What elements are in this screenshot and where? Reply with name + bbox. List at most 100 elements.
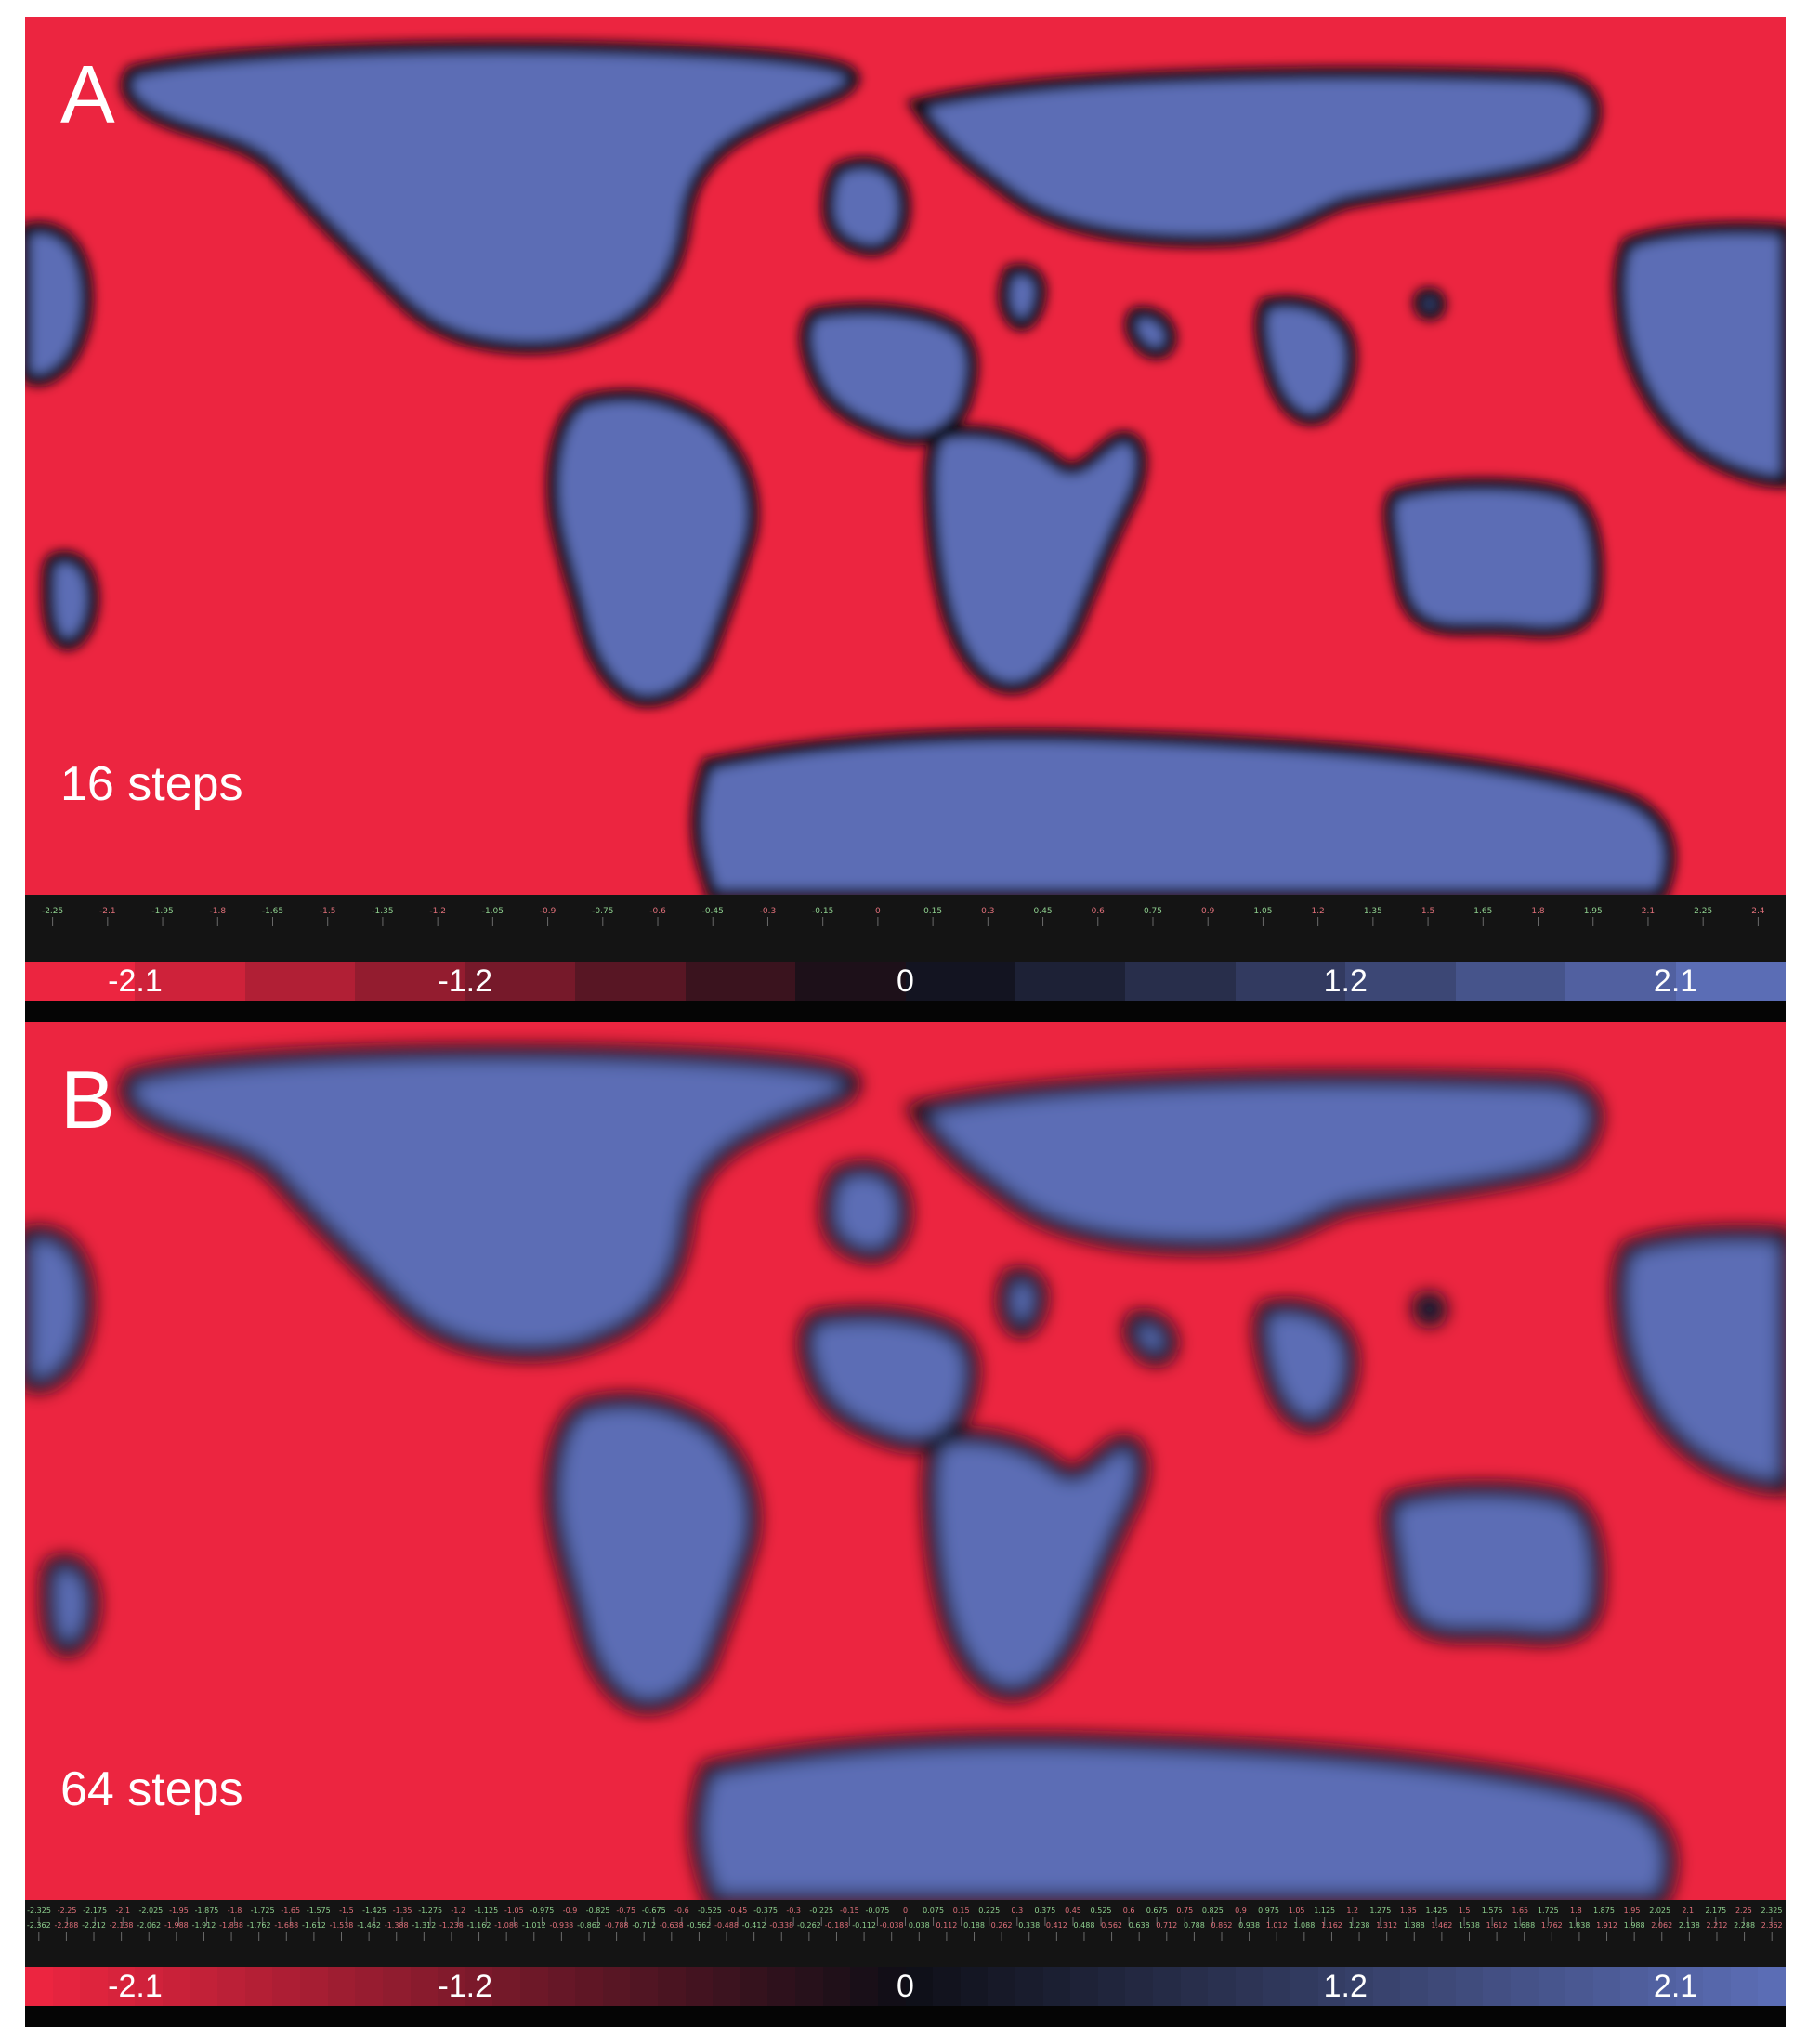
tick-label: 1.2 (1346, 1906, 1358, 1915)
colorbar-segment (1510, 1967, 1539, 2006)
tick-label: 1.2 (1311, 907, 1324, 916)
colorbar-segment (1042, 1967, 1071, 2006)
landmass-small-island-3 (1411, 1291, 1447, 1327)
tick-label: -1.875 (195, 1906, 219, 1915)
tick-label: 2.25 (1735, 1906, 1752, 1915)
tick-label: 0 (903, 1906, 908, 1915)
colorbar-segment (163, 1967, 190, 2006)
colorbar-segment (1455, 962, 1566, 1001)
colorbar-label: -1.2 (438, 1969, 493, 2004)
colorbar-label: -2.1 (108, 963, 163, 999)
tick-label: 0.338 (1018, 1921, 1040, 1930)
tick-label: 0.412 (1046, 1921, 1067, 1930)
colorbar-segment (960, 1967, 989, 2006)
tick-label: -1.575 (307, 1906, 331, 1915)
colorbar-segment (1015, 1967, 1043, 2006)
tick-label: 2.1 (1642, 907, 1655, 916)
colorbar-segment (1290, 1967, 1318, 2006)
map-panel-b: B 64 steps (25, 1022, 1786, 1900)
tick-label: 0.562 (1101, 1921, 1122, 1930)
tick-label: -2.212 (82, 1921, 106, 1930)
panel-a: A 16 steps -2.25 -2.1 -1.95 -1.8 -1.65 -1.5 -1… (25, 17, 1786, 1022)
colorbar-segment (933, 1967, 961, 2006)
landmass-africa (923, 1429, 1148, 1700)
tick-label: -1.275 (418, 1906, 442, 1915)
colorbar-segment (1125, 962, 1236, 1001)
tick-label: -0.488 (714, 1921, 739, 1930)
tick-label: 0.525 (1091, 1906, 1112, 1915)
tick-label: -0.525 (698, 1906, 722, 1915)
panel-b: B 64 steps -2.325 -2.25 -2.175 -2.1 -2.025 -1… (25, 1022, 1786, 2027)
tick-label: 1.425 (1426, 1906, 1447, 1915)
tick-label: -0.225 (809, 1906, 833, 1915)
landmass-antarctica (691, 728, 1676, 895)
colorbar-segment (602, 1967, 631, 2006)
tick-label: -1.688 (274, 1921, 298, 1930)
world-map-a (25, 17, 1786, 895)
landmass-small-island-2 (1123, 1311, 1178, 1366)
landmass-west-edge-bottom (40, 1554, 100, 1657)
tick-label: 1.35 (1364, 907, 1382, 916)
tick-scale-svg-b: -2.325 -2.25 -2.175 -2.1 -2.025 -1.95 -1.875 -1… (27, 1906, 1783, 1941)
tick-label: -1.8 (228, 1906, 242, 1915)
tick-label: 2.362 (1761, 1921, 1783, 1930)
tick-label: -1.95 (151, 907, 173, 916)
colorbar-segment (410, 1967, 439, 2006)
colorbar-segment (658, 1967, 686, 2006)
tick-label: -1.65 (262, 907, 283, 916)
tick-label: -0.862 (577, 1921, 601, 1930)
tick-label: 2.288 (1734, 1921, 1755, 1930)
colorbar-segment (685, 962, 796, 1001)
colorbar-segment (795, 1967, 823, 2006)
tick-label: 1.312 (1376, 1921, 1397, 1930)
tick-label: 0.675 (1146, 1906, 1168, 1915)
colorbar-segment (877, 1967, 906, 2006)
black-strip (25, 1001, 1786, 1022)
colorbar-segment (575, 962, 686, 1001)
colorbar-segment (217, 1967, 245, 2006)
tick-label: -2.138 (110, 1921, 134, 1930)
tick-label: -1.088 (494, 1921, 518, 1930)
landmass-small-island-1 (997, 1268, 1048, 1337)
colorbar-segment (244, 1967, 273, 2006)
tick-label: 1.5 (1421, 907, 1434, 916)
tick-label: 0.15 (923, 907, 942, 916)
landmass-india-blob (1254, 295, 1357, 426)
landmass-south-america (545, 1394, 760, 1713)
tick-label: 0.825 (1202, 1906, 1224, 1915)
tick-label: 1.912 (1596, 1921, 1617, 1930)
tick-label: -1.35 (393, 1906, 412, 1915)
tick-label: 0.788 (1184, 1921, 1205, 1930)
tick-label: -1.612 (302, 1921, 326, 1930)
tick-label: 1.838 (1568, 1921, 1590, 1930)
colorbar-segment (80, 1967, 108, 2006)
tick-scale-a: -2.25 -2.1 -1.95 -1.8 -1.65 -1.5 -1.35 -1.2 -1.0… (25, 895, 1786, 962)
tick-label: -1.012 (522, 1921, 546, 1930)
tick-label: 1.65 (1512, 1906, 1528, 1915)
tick-label: -0.562 (687, 1921, 712, 1930)
tick-label: -1.762 (247, 1921, 271, 1930)
tick-label: -0.188 (825, 1921, 849, 1930)
landmass-australia (1382, 1482, 1604, 1644)
steps-label: 16 steps (60, 757, 243, 811)
colorbar-segment (492, 1967, 520, 2006)
colorbar-segment (1400, 1967, 1429, 2006)
colorbar-segment (1455, 1967, 1484, 2006)
tick-label: 1.575 (1482, 1906, 1503, 1915)
colorbar-b (25, 1967, 1786, 2006)
landmass-small-island-2 (1124, 307, 1177, 360)
tick-label: -1.2 (429, 907, 446, 916)
landmass-north-america (121, 40, 859, 354)
tick-label: -0.375 (753, 1906, 778, 1915)
tick-label: 0.3 (1011, 1906, 1023, 1915)
tick-label: 1.5 (1459, 1906, 1471, 1915)
colorbar-segment (1152, 1967, 1181, 2006)
tick-label: 1.275 (1369, 1906, 1391, 1915)
tick-label: -1.35 (372, 907, 393, 916)
tick-label: -0.112 (852, 1921, 876, 1930)
landmass-antarctica (690, 1733, 1677, 1900)
tick-label: -0.3 (760, 907, 777, 916)
landmass-australia (1383, 478, 1604, 638)
colorbar-segment (905, 962, 1015, 1001)
world-map-b (25, 1022, 1786, 1900)
